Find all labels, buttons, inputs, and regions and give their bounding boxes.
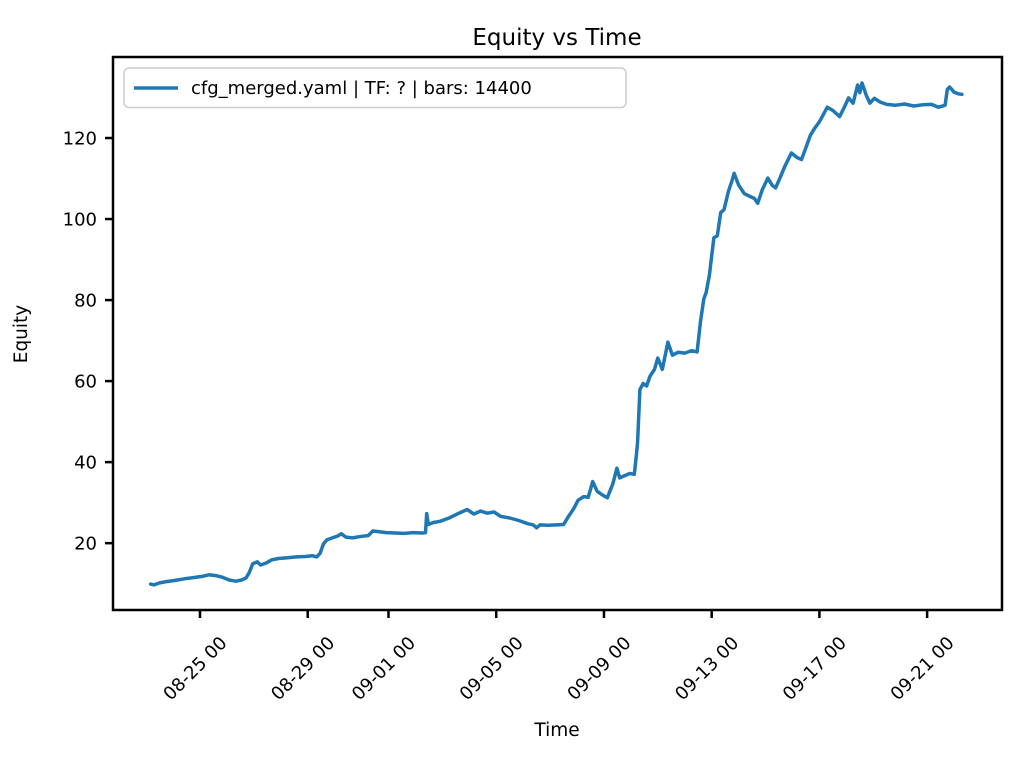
y-axis-label: Equity [11,305,32,364]
x-tick-label: 08-25 00 [159,633,231,705]
x-tick-label: 09-01 00 [348,633,420,705]
legend-label: cfg_merged.yaml | TF: ? | bars: 14400 [191,78,532,99]
plot-area [113,57,1002,610]
y-tick-label: 40 [74,453,97,474]
x-tick-label: 09-09 00 [563,633,635,705]
x-tick-label: 09-13 00 [671,633,743,705]
y-axis-ticks: 20 40 60 80 100 120 [63,129,113,555]
equity-line [148,81,964,587]
legend-box [123,67,627,109]
y-tick-label: 100 [63,210,97,231]
x-tick-label: 09-17 00 [779,633,851,705]
chart-title: Equity vs Time [472,25,641,51]
legend: cfg_merged.yaml | TF: ? | bars: 14400 [123,67,627,109]
axes-spines [111,55,1004,612]
x-tick-label: 09-21 00 [887,633,959,705]
y-tick-label: 60 [74,372,97,393]
x-axis-label: Time [533,720,579,741]
x-tick-label: 08-29 00 [267,633,339,705]
y-tick-label: 80 [74,291,97,312]
y-tick-label: 20 [74,534,97,555]
equity-series-path [148,81,964,587]
y-tick-label: 120 [63,129,97,150]
x-axis-ticks: 08-25 00 08-29 00 09-01 00 09-05 00 09-09 00… [159,610,959,705]
x-tick-label: 09-05 00 [456,633,528,705]
